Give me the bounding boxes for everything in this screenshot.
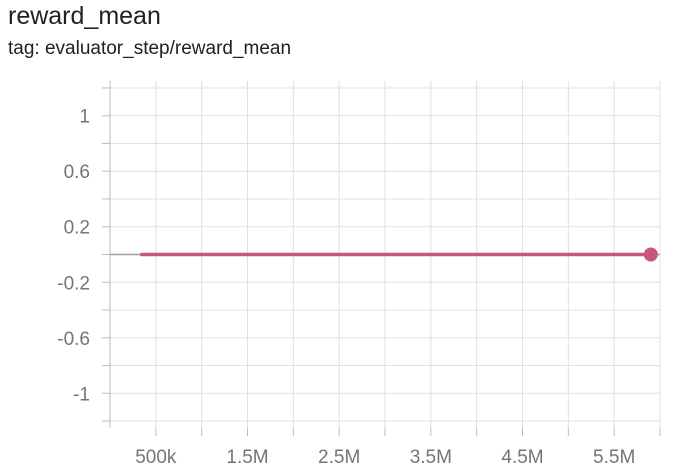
- series: [140, 247, 658, 262]
- y-tick-label: -1: [73, 384, 90, 405]
- x-tick-label: 4.5M: [501, 447, 543, 468]
- chart-tag: tag: evaluator_step/reward_mean: [8, 38, 292, 59]
- y-tick-label: -0.2: [57, 273, 90, 294]
- x-tick-label: 500k: [135, 447, 177, 468]
- x-tick-label: 3.5M: [410, 447, 452, 468]
- x-tick-label: 1.5M: [226, 447, 268, 468]
- last-point-marker: [643, 247, 658, 262]
- y-tick-label: -0.6: [57, 329, 90, 350]
- y-tick-label: 1: [79, 107, 90, 128]
- x-tick-label: 2.5M: [318, 447, 360, 468]
- tick-labels: 1 0.6 0.2 -0.2 -0.6 -1 500k 1.5M 2.5M 3.5M 4.5M 5.5…: [57, 107, 635, 468]
- y-tick-label: 0.6: [64, 162, 90, 183]
- axes: [102, 81, 661, 436]
- x-tick-label: 5.5M: [593, 447, 635, 468]
- y-tick-label: 0.2: [64, 218, 90, 239]
- chart-title: reward_mean: [8, 2, 161, 30]
